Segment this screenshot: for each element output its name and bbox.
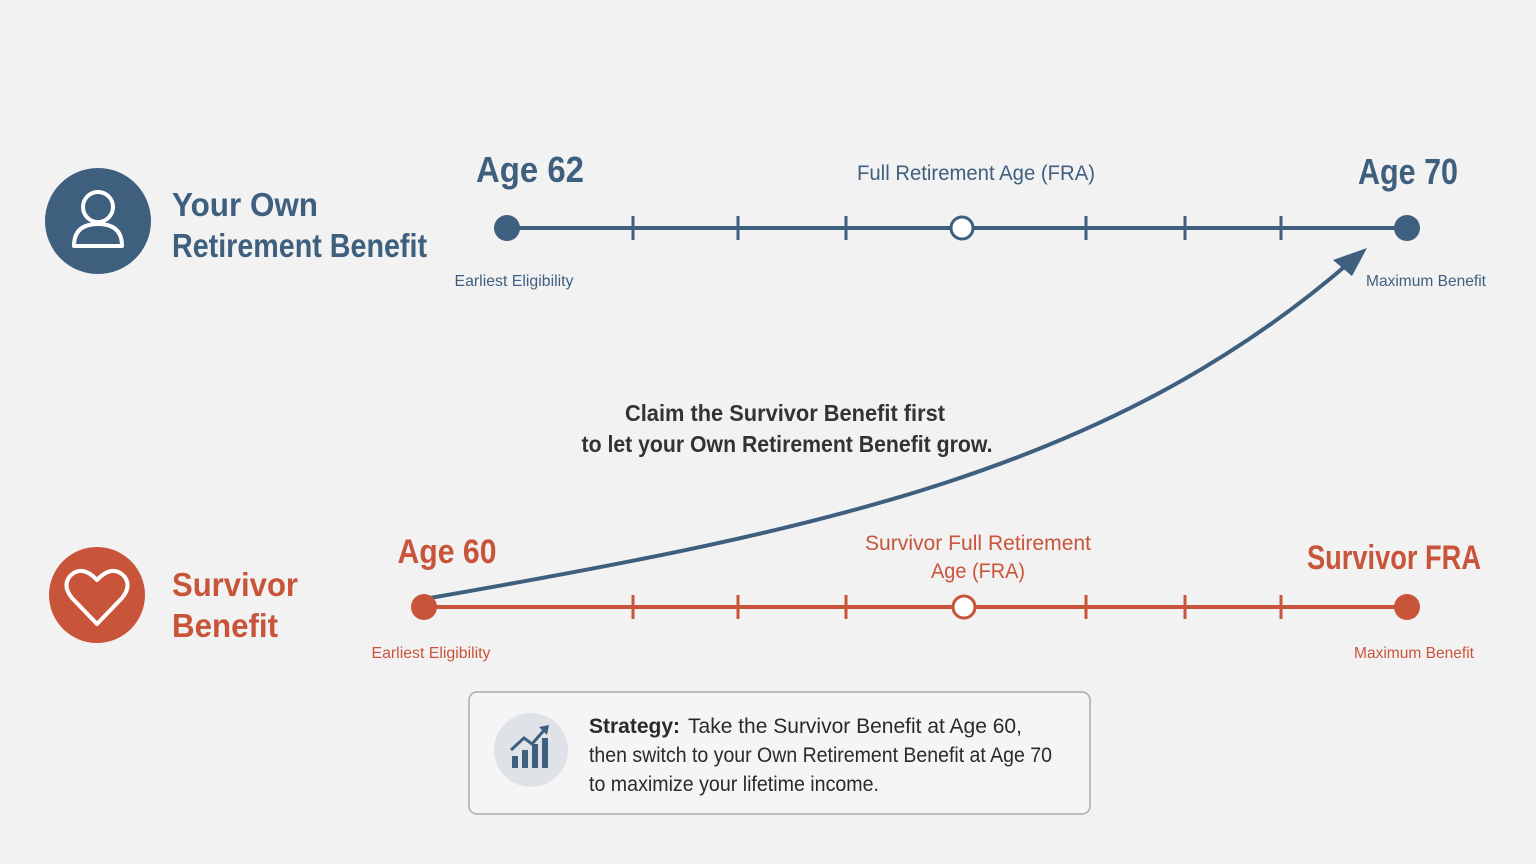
heart [64,568,130,626]
growth-arrow [429,260,1352,600]
strategy-text: to maximize your lifetime income. [589,773,879,796]
chart-icon-arrow [539,725,549,735]
end-caption: Maximum Benefit [1366,273,1487,290]
arrow-head [1333,248,1367,276]
strategy-text: then switch to your Own Retirement Benef… [589,744,1052,767]
own-timeline: Your Own Retirement Benefit Age 62 Earli… [45,149,1487,290]
strategy-line: Strategy: Take the Survivor Benefit at Ag… [589,715,1022,738]
end-caption: Maximum Benefit [1354,645,1475,662]
survivor-timeline: Survivor Benefit Age 60 Earliest Eligibi… [49,532,1481,662]
box [468,691,1091,815]
title: Survivor [172,566,298,603]
start-dot [494,215,520,241]
end-label: Age 70 [1358,151,1458,192]
strategy-text: Take the Survivor Benefit at Age 60, [688,715,1022,738]
title: Benefit [172,607,278,644]
person-body [72,222,124,248]
start-label: Age 60 [398,533,497,571]
start-caption: Earliest Eligibility [372,645,491,662]
ticks [631,216,1283,240]
start-caption: Earliest Eligibility [455,273,574,290]
title: Your Own [172,186,318,223]
start-label: Age 62 [476,149,584,190]
note: Claim the Survivor Benefit first [625,400,945,426]
end-dot [1394,215,1420,241]
heart-icon-bg [49,547,145,643]
strategy-label: Strategy: [589,715,680,738]
chart-icon [512,738,548,768]
fra-dot [949,215,975,241]
strategy-box: Strategy: Take the Survivor Benefit at Ag… [468,691,1091,815]
end-label: Survivor FRA [1307,539,1481,577]
title: Retirement Benefit [172,227,427,264]
fra-dot [951,594,977,620]
note: to let your Own Retirement Benefit grow. [582,431,993,457]
ticks [631,595,1283,619]
fra-label: Age (FRA) [931,560,1025,583]
chart-icon-line [509,727,548,752]
start-dot [411,594,437,620]
fra-label: Survivor Full Retirement [865,532,1091,555]
chart-icon-bg [494,713,568,787]
fra-label: Full Retirement Age (FRA) [857,162,1095,185]
end-dot [1394,594,1420,620]
